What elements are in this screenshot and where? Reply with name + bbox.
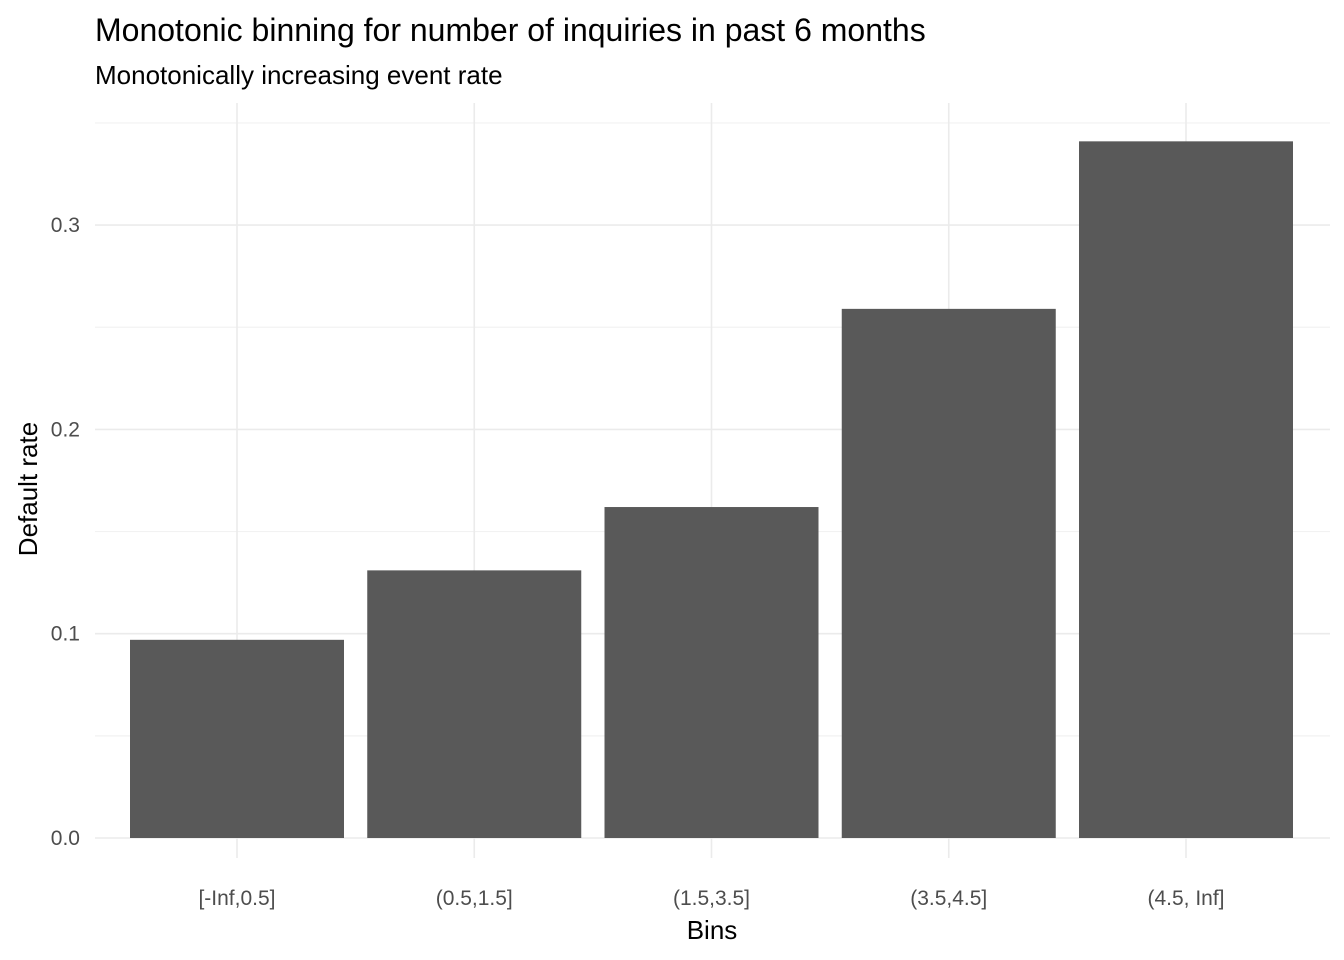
x-tick-label: (1.5,3.5] <box>673 887 750 910</box>
y-tick-label: 0.3 <box>51 214 80 237</box>
y-axis-title: Default rate <box>13 422 43 556</box>
y-tick-label: 0.1 <box>51 623 80 646</box>
y-tick-label: 0.2 <box>51 418 80 441</box>
bar <box>367 570 582 838</box>
x-tick-label: (4.5, Inf] <box>1147 887 1224 910</box>
x-axis-title: Bins <box>687 915 738 945</box>
chart-subtitle: Monotonically increasing event rate <box>95 60 503 90</box>
chart-title: Monotonic binning for number of inquirie… <box>95 12 926 48</box>
bar <box>1079 141 1293 838</box>
bar <box>841 308 1056 838</box>
x-tick-label: (3.5,4.5] <box>910 887 987 910</box>
bars <box>130 141 1293 838</box>
bar <box>130 639 344 838</box>
y-axis-ticks: 0.0 0.1 0.2 0.3 <box>51 214 80 850</box>
y-tick-label: 0.0 <box>51 827 80 850</box>
x-tick-label: (0.5,1.5] <box>436 887 513 910</box>
x-axis-ticks: [-Inf,0.5] (0.5,1.5] (1.5,3.5] (3.5,4.5] (4.… <box>198 887 1224 910</box>
x-tick-label: [-Inf,0.5] <box>198 887 275 910</box>
bar <box>604 507 819 838</box>
